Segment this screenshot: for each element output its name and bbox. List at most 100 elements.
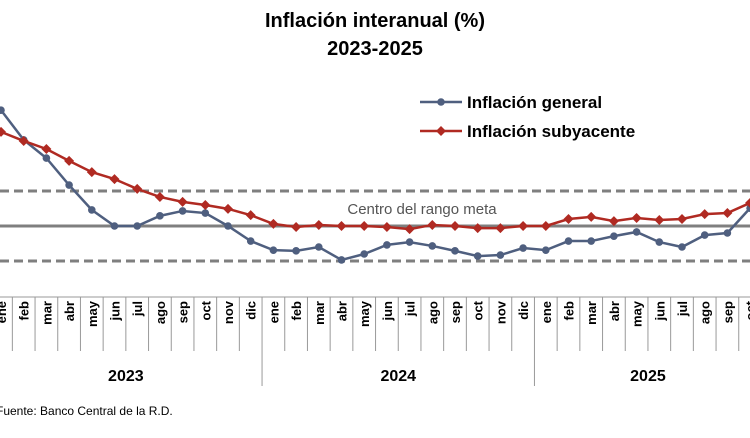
data-point [678,243,686,251]
data-point [65,181,73,189]
data-point [336,221,347,231]
source-note: Fuente: Banco Central de la R.D. [0,404,173,418]
data-point [383,241,391,249]
month-label: ene [539,301,554,323]
legend-label: Inflación subyacente [467,122,635,141]
data-point [86,167,97,178]
data-point [315,243,323,251]
data-point [563,214,574,224]
month-label: sep [176,301,191,323]
month-label: oct [471,300,486,320]
month-label: jun [652,301,667,322]
month-label: may [357,300,372,327]
data-point [631,212,642,223]
month-label: abr [335,301,350,321]
month-label: sep [720,301,735,323]
month-label: ago [425,301,440,324]
data-point [450,221,460,231]
month-label: jul [130,301,145,317]
data-point [451,247,459,255]
data-point [360,250,369,258]
month-label: sep [448,301,463,323]
data-point [42,154,51,162]
data-point [88,206,96,214]
data-point [246,237,255,245]
data-point [723,229,732,237]
series-line-subyacente [0,130,750,231]
data-point [291,222,302,233]
data-point [722,208,733,219]
data-point [313,219,324,230]
year-label: 2025 [630,368,666,385]
data-point [269,246,278,254]
data-point [404,224,415,235]
data-point [428,242,437,250]
data-point [337,256,346,264]
data-point [564,237,573,245]
month-label: nov [493,300,508,324]
data-point [381,222,392,233]
data-point [224,222,232,230]
month-label: dic [516,301,531,320]
data-point [0,106,5,114]
month-label: ago [153,301,168,324]
data-point [655,238,664,246]
month-label: jun [108,301,123,322]
chart-title: Inflación interanual (%) [264,10,486,32]
data-point [64,155,75,166]
month-label: jun [380,301,395,322]
data-point [608,216,619,227]
month-label: mar [312,301,327,325]
month-label: feb [289,301,304,321]
data-point [132,183,143,194]
month-label: jul [675,301,690,317]
month-label: abr [62,301,77,321]
data-point [654,215,665,226]
data-point [178,207,187,215]
data-point [472,223,483,234]
data-point [268,218,279,229]
data-point [495,223,506,234]
data-point [18,135,29,146]
month-label: feb [562,301,577,321]
data-point [610,232,618,240]
month-label: oct [743,300,750,320]
month-label: ene [266,301,281,323]
data-point [473,252,482,260]
month-label: nov [221,300,236,324]
year-label: 2023 [108,368,144,385]
data-point [156,212,164,220]
data-point [245,210,256,221]
data-point [154,191,165,202]
data-point [519,244,527,252]
data-point [496,251,505,259]
month-label: oct [198,300,213,320]
data-point [110,222,119,230]
data-point [405,238,414,246]
legend-marker [436,126,446,136]
series-line-general [0,109,750,262]
data-point [587,237,595,245]
month-label: ago [698,301,713,324]
data-point [699,209,710,220]
data-point [177,196,188,207]
month-label: feb [17,301,32,321]
data-point [677,214,687,224]
data-point [41,144,52,154]
data-point [359,221,370,231]
year-label: 2024 [380,368,416,385]
data-point [201,209,210,217]
data-point [586,211,597,222]
chart-subtitle: 2023-2025 [327,38,423,60]
month-label: jul [403,301,418,317]
data-point [632,228,641,236]
data-point [518,221,529,231]
data-point [540,221,551,231]
data-point [292,247,300,255]
data-point [109,174,120,185]
month-label: abr [607,301,622,321]
month-label: ene [0,301,9,323]
month-label: mar [39,301,54,325]
center-range-label: Centro del rango meta [347,201,497,218]
data-point [200,200,211,210]
